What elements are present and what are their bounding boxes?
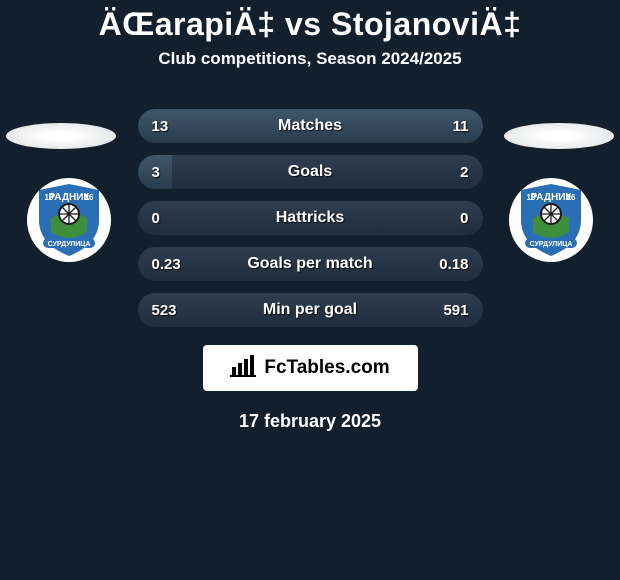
stat-label: Goals bbox=[138, 155, 483, 189]
bar-chart-icon bbox=[230, 355, 258, 382]
svg-text:26: 26 bbox=[567, 193, 576, 202]
badge-text: FcTables.com bbox=[264, 357, 389, 379]
svg-text:19: 19 bbox=[45, 193, 54, 202]
date-label: 17 february 2025 bbox=[0, 411, 620, 432]
subtitle: Club competitions, Season 2024/2025 bbox=[0, 49, 620, 69]
fctables-badge: FcTables.com bbox=[203, 345, 418, 391]
stat-label: Hattricks bbox=[138, 201, 483, 235]
svg-text:СУРДУЛИЦА: СУРДУЛИЦА bbox=[48, 241, 91, 248]
comparison-card: ÄŒarapiÄ‡ vs StojanoviÄ‡ Club competitio… bbox=[0, 0, 620, 580]
player-silhouette-right bbox=[504, 123, 614, 149]
stat-label: Matches bbox=[138, 109, 483, 143]
stat-row: 00Hattricks bbox=[138, 201, 483, 235]
svg-text:СУРДУЛИЦА: СУРДУЛИЦА bbox=[530, 241, 573, 248]
crest-svg-right: РАДНИК 19 26 СУРДУЛИЦА bbox=[509, 178, 593, 262]
player-silhouette-left bbox=[6, 123, 116, 149]
crest-svg-left: РАДНИК 19 26 СУРДУЛИЦА bbox=[27, 178, 111, 262]
page-title: ÄŒarapiÄ‡ vs StojanoviÄ‡ bbox=[0, 0, 620, 43]
stat-label: Min per goal bbox=[138, 293, 483, 327]
club-crest-left: РАДНИК 19 26 СУРДУЛИЦА bbox=[20, 178, 118, 262]
svg-text:26: 26 bbox=[85, 193, 94, 202]
stat-label: Goals per match bbox=[138, 247, 483, 281]
stat-row: 32Goals bbox=[138, 155, 483, 189]
club-crest-right: РАДНИК 19 26 СУРДУЛИЦА bbox=[502, 178, 600, 262]
stat-row: 523591Min per goal bbox=[138, 293, 483, 327]
svg-text:19: 19 bbox=[527, 193, 536, 202]
stat-row: 0.230.18Goals per match bbox=[138, 247, 483, 281]
stats-list: 1311Matches 32Goals 00Hattricks 0.230.18Goa… bbox=[138, 109, 483, 327]
stat-row: 1311Matches bbox=[138, 109, 483, 143]
